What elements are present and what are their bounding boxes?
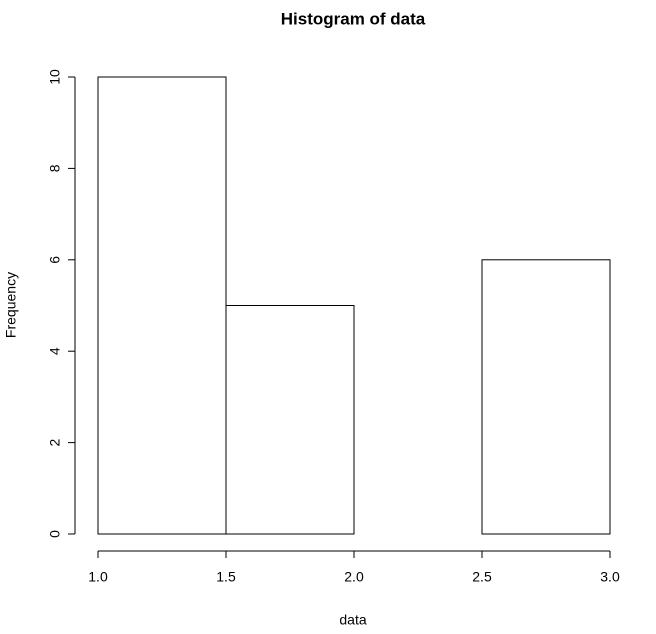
x-tick-label: 2.0 (344, 569, 364, 585)
y-tick-label: 6 (47, 256, 63, 264)
y-tick-label: 2 (47, 438, 63, 446)
x-tick-label: 1.0 (88, 569, 108, 585)
y-tick-label: 4 (47, 347, 63, 355)
bar (225, 305, 355, 535)
bar (481, 259, 611, 535)
y-tick-label: 10 (47, 69, 63, 85)
x-axis-label: data (339, 612, 366, 628)
x-tick-label: 1.5 (216, 569, 236, 585)
y-tick-label: 0 (47, 530, 63, 538)
y-tick-label: 8 (47, 164, 63, 172)
x-tick-label: 2.5 (472, 569, 492, 585)
chart-title: Histogram of data (281, 9, 426, 28)
y-axis-label: Frequency (3, 272, 19, 338)
x-tick-label: 3.0 (600, 569, 620, 585)
bar (97, 76, 227, 535)
